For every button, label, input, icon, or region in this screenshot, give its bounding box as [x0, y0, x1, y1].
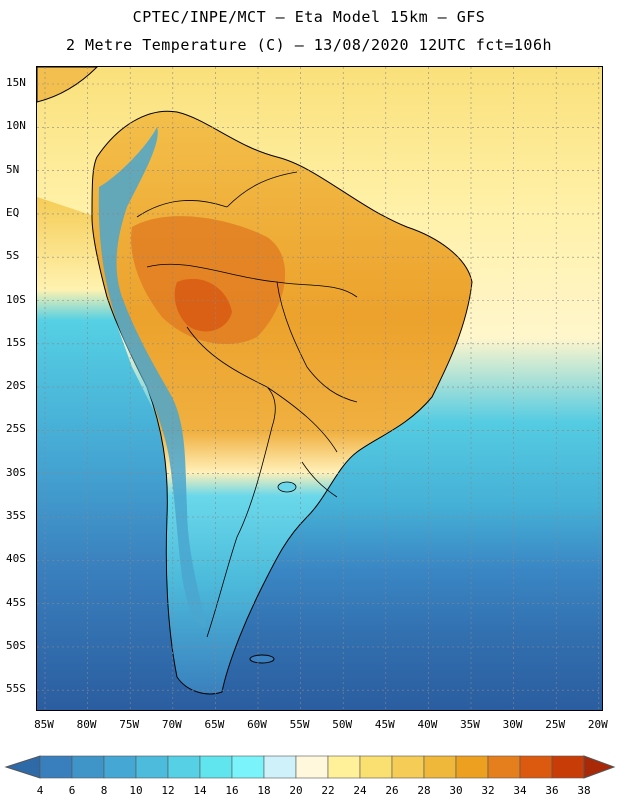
- lat-label: 55S: [6, 682, 26, 696]
- colorbar-value-label: 24: [353, 784, 367, 797]
- lat-label: 15N: [6, 76, 26, 89]
- colorbar-value-label: 22: [321, 784, 335, 797]
- lat-label: 10N: [6, 119, 26, 133]
- lat-label: 40S: [6, 552, 26, 566]
- map-title-line2: 2 Metre Temperature (C) – 13/08/2020 12U…: [65, 36, 553, 54]
- lon-label: 20W: [587, 718, 608, 731]
- colorbar-value-label: 4: [36, 784, 44, 797]
- lat-label: 10S: [6, 292, 26, 306]
- falkland-islands: [249, 654, 275, 664]
- colorbar-swatch: [455, 755, 489, 779]
- colorbar-value-label: 32: [481, 784, 495, 797]
- colorbar-value-label: 14: [193, 784, 207, 797]
- lon-label: 70W: [161, 718, 182, 731]
- lon-label: 65W: [204, 718, 225, 731]
- colorbar-value-label: 16: [225, 784, 239, 797]
- colorbar-value-label: 30: [449, 784, 463, 797]
- lon-label: 35W: [460, 718, 480, 731]
- andes-cool-strip: [98, 127, 207, 628]
- colorbar-value-label: 18: [257, 784, 271, 797]
- lat-label: 15S: [6, 335, 26, 349]
- colorbar-swatch: [71, 755, 105, 779]
- country-borders: [136, 171, 358, 638]
- lon-label: 80W: [76, 718, 97, 731]
- lat-label: 50S: [6, 638, 26, 652]
- lat-label: 20S: [6, 379, 26, 393]
- colorbar-swatch: [551, 755, 585, 779]
- colorbar-value-label: 10: [129, 784, 143, 797]
- lake: [277, 481, 297, 493]
- lat-label: 35S: [6, 509, 26, 522]
- lat-label: 5S: [6, 249, 20, 263]
- colorbar-swatch: [359, 755, 393, 779]
- lon-label: 85W: [34, 718, 54, 731]
- colorbar-high-arrow: [583, 755, 616, 779]
- lon-label: 75W: [119, 718, 140, 731]
- lon-label: 60W: [247, 718, 267, 731]
- very-hot-region: [174, 278, 232, 332]
- lat-label: 30S: [6, 465, 26, 479]
- lon-label: 45W: [374, 718, 395, 731]
- hot-region-amazon: [131, 216, 286, 345]
- temperature-map: [36, 66, 603, 711]
- lat-label: 45S: [6, 595, 26, 609]
- lon-label: 40W: [417, 718, 438, 731]
- colorbar-swatch: [487, 755, 521, 779]
- lon-label: 25W: [545, 718, 566, 731]
- lat-label: 5N: [6, 162, 20, 176]
- colorbar-swatch: [391, 755, 425, 779]
- colorbar-swatch: [135, 755, 169, 779]
- lon-label: 50W: [332, 718, 353, 731]
- colorbar-value-label: 6: [68, 784, 76, 797]
- colorbar-swatch: [231, 755, 265, 779]
- lon-label: 55W: [289, 718, 310, 731]
- colorbar-value-label: 12: [161, 784, 175, 797]
- colorbar-value-label: 34: [513, 784, 527, 797]
- lat-label: 25S: [6, 422, 26, 436]
- map-canvas: [37, 67, 602, 710]
- colorbar-value-label: 20: [289, 784, 303, 797]
- colorbar-swatch: [295, 755, 329, 779]
- central-america-fragment: [37, 67, 98, 103]
- colorbar-swatch: [423, 755, 457, 779]
- colorbar-swatch: [199, 755, 233, 779]
- colorbar-low-arrow: [4, 755, 41, 779]
- colorbar-swatch: [263, 755, 297, 779]
- lon-label: 30W: [502, 718, 523, 731]
- colorbar-swatch: [39, 755, 73, 779]
- colorbar-value-label: 38: [577, 784, 591, 797]
- colorbar-value-label: 36: [545, 784, 559, 797]
- map-title-line1: CPTEC/INPE/MCT – Eta Model 15km – GFS: [132, 8, 486, 26]
- lat-label: EQ: [6, 205, 20, 219]
- colorbar-swatch: [519, 755, 553, 779]
- colorbar-swatch: [103, 755, 137, 779]
- temperature-colorbar: [4, 755, 616, 779]
- colorbar-swatch: [327, 755, 361, 779]
- colorbar-value-label: 8: [100, 784, 108, 797]
- pacific-ocean: [37, 197, 207, 710]
- colorbar-value-label: 26: [385, 784, 399, 797]
- colorbar-swatch: [167, 755, 201, 779]
- colorbar-value-label: 28: [417, 784, 431, 797]
